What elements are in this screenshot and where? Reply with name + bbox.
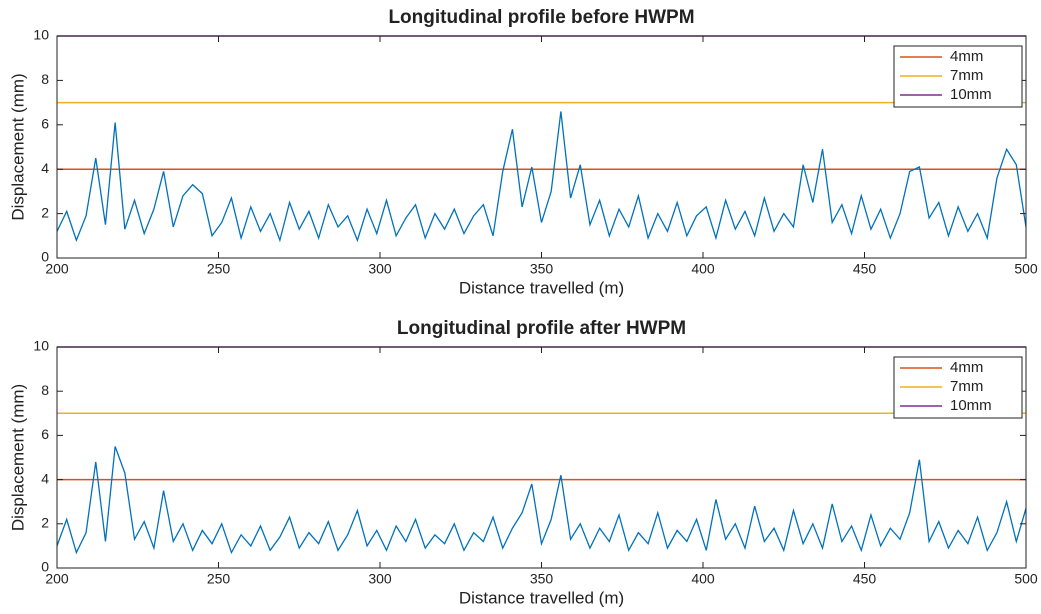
y-tick-label: 8 — [41, 71, 49, 87]
y-tick-label: 8 — [41, 382, 49, 398]
x-tick-label: 350 — [530, 261, 554, 277]
x-tick-label: 200 — [45, 571, 69, 587]
x-tick-label: 350 — [530, 571, 554, 587]
chart-title: Longitudinal profile before HWPM — [388, 7, 694, 28]
data-line — [56, 111, 1027, 243]
legend-label: 10mm — [950, 397, 992, 414]
chart-title: Longitudinal profile after HWPM — [397, 318, 686, 339]
axes-frame — [56, 346, 1027, 569]
plot-area — [57, 347, 1026, 568]
x-tick-label: 400 — [691, 571, 715, 587]
y-tick-label: 10 — [33, 338, 49, 354]
x-tick-label: 300 — [368, 571, 392, 587]
x-tick-label: 500 — [1014, 571, 1038, 587]
x-tick-label: 450 — [853, 261, 877, 277]
legend-label: 7mm — [950, 378, 983, 395]
x-tick-label: 450 — [853, 571, 877, 587]
y-tick-label: 4 — [41, 160, 49, 176]
y-tick-label: 0 — [41, 249, 49, 265]
legend-label: 4mm — [950, 48, 983, 65]
axes-frame — [56, 35, 1027, 259]
legend-label: 4mm — [950, 359, 983, 376]
plot-area — [57, 36, 1026, 258]
data-line — [56, 446, 1027, 555]
y-tick-label: 10 — [33, 27, 49, 43]
y-tick-label: 6 — [41, 116, 49, 132]
x-axis-label: Distance travelled (m) — [459, 278, 624, 297]
x-tick-label: 400 — [691, 261, 715, 277]
x-axis-label: Distance travelled (m) — [459, 588, 624, 607]
y-axis-label: Displacement (mm) — [8, 384, 27, 531]
x-tick-label: 250 — [207, 571, 231, 587]
x-tick-label: 200 — [45, 261, 69, 277]
legend-label: 7mm — [950, 67, 983, 84]
y-tick-label: 2 — [41, 515, 49, 531]
y-axis-label: Displacement (mm) — [8, 73, 27, 220]
y-tick-label: 4 — [41, 470, 49, 486]
legend-label: 10mm — [950, 86, 992, 103]
y-tick-label: 6 — [41, 426, 49, 442]
y-tick-label: 0 — [41, 559, 49, 575]
x-tick-label: 300 — [368, 261, 392, 277]
x-tick-label: 250 — [207, 261, 231, 277]
y-tick-label: 2 — [41, 204, 49, 220]
x-tick-label: 500 — [1014, 261, 1038, 277]
